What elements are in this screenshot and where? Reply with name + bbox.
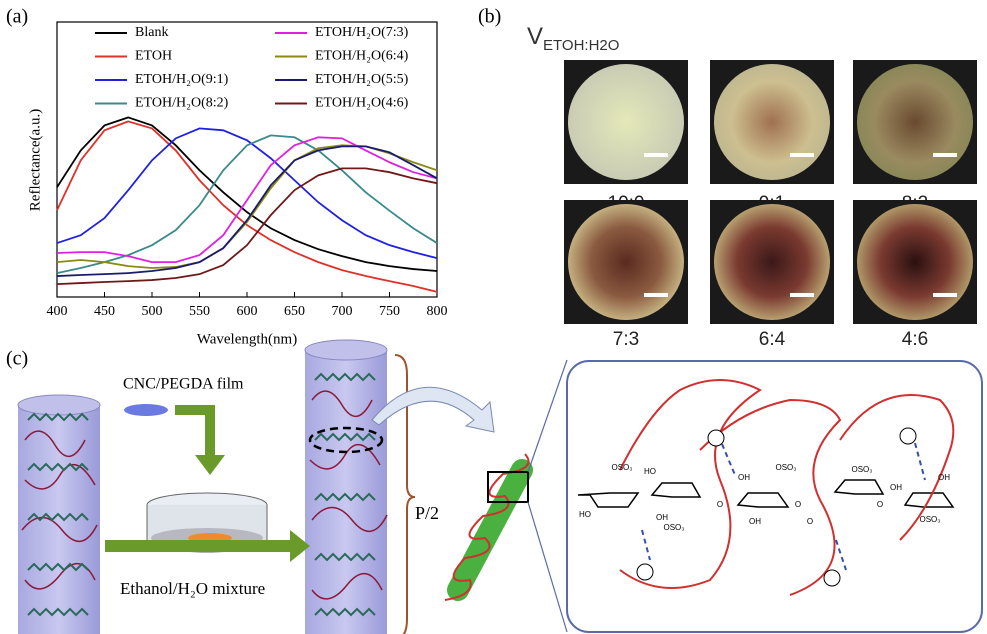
helix [444,453,530,601]
series-line [56,116,438,272]
sample-photo [714,204,830,320]
series-line [56,136,438,263]
sample-photo [568,204,684,320]
cylinder-top [304,339,388,361]
chem-label: O [807,517,813,526]
x-tick-label: 700 [332,304,353,319]
helix-rod [447,459,533,601]
title-subscript: ETOH:H2O [543,37,619,54]
film-label: CNC/PEGDA film [123,376,244,393]
x-tick-label: 550 [189,304,210,319]
x-tick-label: 650 [284,304,305,319]
pitch-label: P/2 [415,503,439,523]
cylinder [305,350,387,634]
legend-label: ETOH [135,49,172,64]
chem-label: OH [938,473,950,482]
chem-label: OH [738,473,750,482]
chem-label: OSO₃ [611,463,632,472]
chem-label: OH [749,517,761,526]
series-line [56,120,438,293]
legend-label: ETOH/H₂O(7:3) [315,25,409,40]
zoom-lines [527,359,568,633]
curved-arrow [371,386,495,433]
glucose-rings [577,479,955,508]
chem-label: OH [890,483,902,492]
legend-label: ETOH/H₂O(5:5) [315,72,409,87]
title-symbol: V [527,23,543,50]
panel-label: (b) [478,6,501,28]
series-line [56,134,438,274]
pegda-node [823,569,841,587]
chem-label: O [795,500,801,509]
sample-photo [857,204,973,320]
x-tick-label: 600 [237,304,258,319]
x-tick-label: 400 [47,304,68,319]
zoom-box [487,471,529,503]
series-line [56,127,438,259]
legend-label: ETOH/H₂O(6:4) [315,49,409,64]
polymer-chains [21,390,388,600]
brace [394,354,416,634]
chem-label: OSO₃ [775,463,796,472]
chem-label: HO [579,510,591,519]
chem-label: OSO₃ [851,465,872,474]
chem-label: OH [656,513,668,522]
sample-photo [857,64,973,180]
x-tick-label: 750 [379,304,400,319]
series-line [56,145,438,277]
arrow [105,530,310,562]
series-line [56,167,438,285]
highlight-ellipse [308,426,384,454]
cnc-layers [27,372,376,617]
legend-label: ETOH/H₂O(9:1) [135,72,229,87]
legend-label: ETOH/H₂O(8:2) [135,96,229,111]
sample-label: 7:3 [613,329,639,350]
pegda-node [707,429,725,447]
chem-label: O [717,500,723,509]
x-tick-label: 800 [427,304,448,319]
cylinder-top [17,394,101,416]
mixture-label: Ethanol/H₂O mixture [120,579,265,598]
x-tick-label: 500 [142,304,163,319]
legend-label: ETOH/H₂O(4:6) [315,96,409,111]
chem-label: HO [644,467,656,476]
x-tick-label: 450 [94,304,115,319]
arrow [175,405,225,475]
panel-label: (a) [6,6,28,28]
sample-label: 4:6 [902,329,928,350]
x-axis-label: Wavelength(nm) [197,331,297,347]
zoom-panel [566,360,983,633]
pegda-node [899,427,917,445]
sample-photo [714,64,830,180]
panel-label: (c) [6,348,28,370]
chem-label: OSO₃ [663,523,684,532]
sample-photo [568,64,684,180]
chem-label: O [877,500,883,509]
chem-label: OSO₃ [919,515,940,524]
y-axis-label: Reflectance(a.u.) [27,109,43,211]
pegda-node [636,563,654,581]
film-icon [124,404,168,416]
sample-label: 6:4 [759,329,786,350]
panel-title: VETOH:H2O [527,23,619,54]
legend-label: Blank [135,25,168,40]
